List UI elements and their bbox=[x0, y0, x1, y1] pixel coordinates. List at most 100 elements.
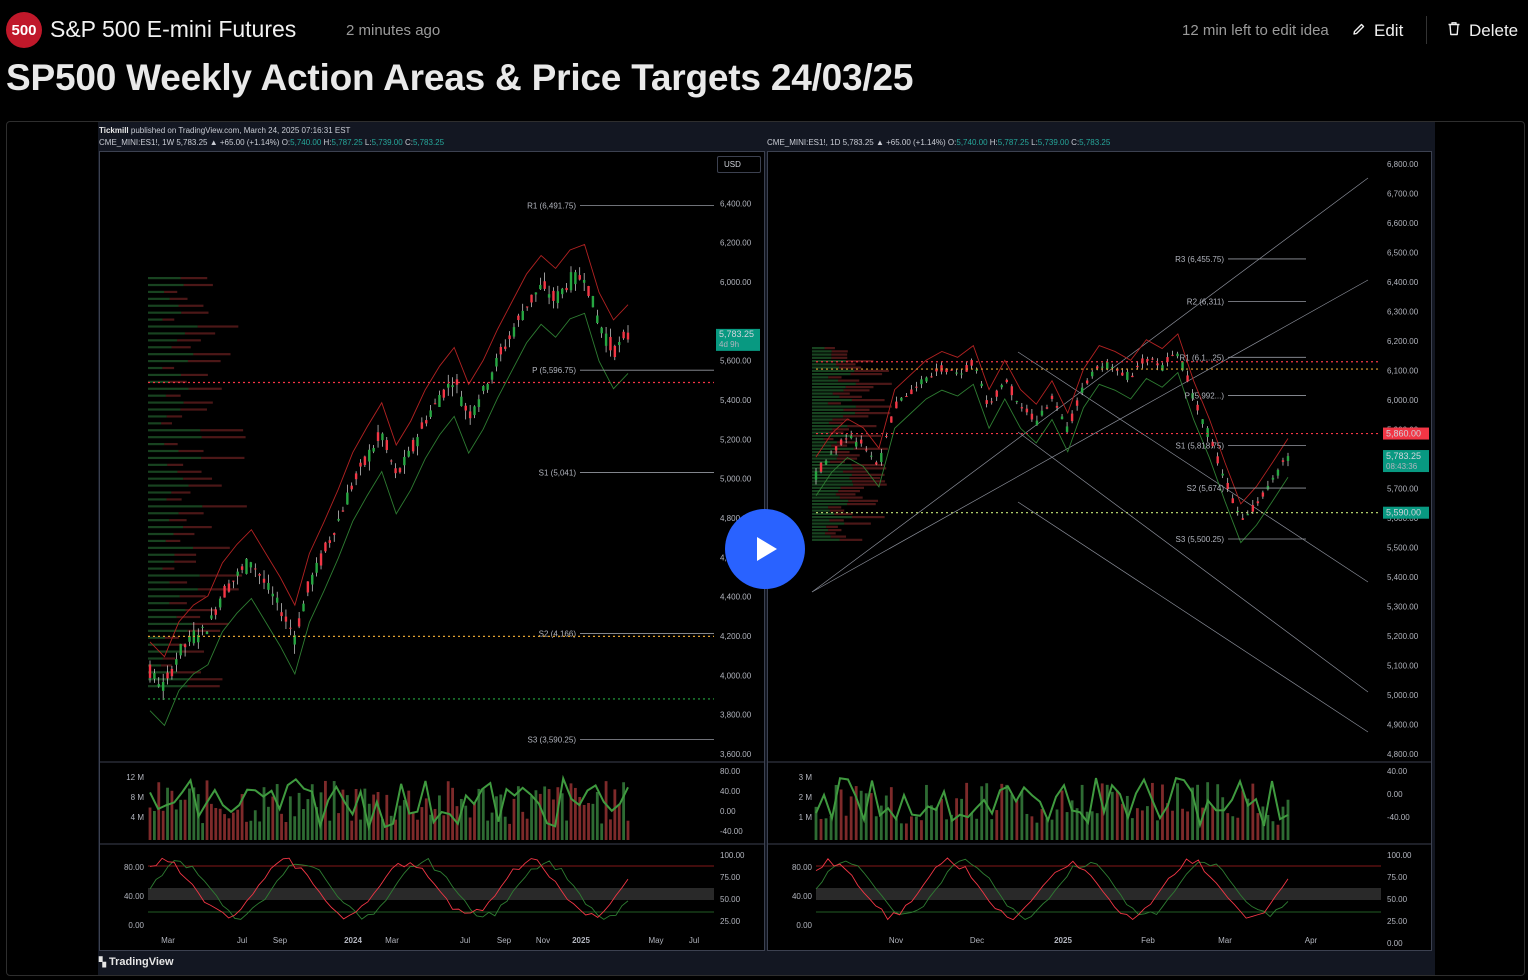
volume-bar bbox=[1080, 784, 1084, 840]
volume-bar bbox=[231, 812, 235, 840]
edit-label: Edit bbox=[1374, 21, 1404, 40]
stoch-right-tick-label: 25.00 bbox=[1387, 917, 1408, 926]
volume-profile-bar-down bbox=[180, 408, 207, 411]
x-axis-tick-label: Jul bbox=[689, 936, 699, 945]
candle-up bbox=[368, 449, 371, 462]
volume-profile-bar-up bbox=[812, 405, 856, 408]
volume-profile-bar-down bbox=[188, 387, 222, 390]
candle-down bbox=[565, 287, 568, 291]
symbol-name-link[interactable]: S&P 500 E-mini Futures bbox=[50, 16, 297, 42]
candle-down bbox=[332, 533, 336, 535]
volume-profile-bar-up bbox=[148, 643, 169, 646]
volume-profile-bar-up bbox=[812, 395, 840, 398]
volume-profile-bar-down bbox=[166, 415, 183, 418]
volume-bar bbox=[940, 798, 943, 840]
volume-profile-bar-up bbox=[812, 532, 826, 535]
candle-down bbox=[223, 585, 226, 598]
volume-bar bbox=[464, 805, 468, 840]
edit-button[interactable]: Edit bbox=[1352, 19, 1403, 43]
x-axis-tick-label: Sep bbox=[273, 936, 288, 945]
volume-profile-bar-down bbox=[171, 346, 191, 349]
volume-bar bbox=[495, 796, 498, 840]
candle-up bbox=[271, 593, 274, 597]
volume-profile-bar-down bbox=[200, 429, 244, 432]
candle-down bbox=[376, 432, 380, 442]
volume-bar bbox=[626, 820, 630, 840]
volume-profile-bar-up bbox=[812, 522, 845, 525]
volume-profile-bar-down bbox=[187, 360, 221, 363]
candle-down bbox=[433, 403, 437, 405]
volume-bar bbox=[376, 792, 380, 840]
volume-bar bbox=[945, 819, 948, 840]
x-axis-tick-label: Apr bbox=[1305, 936, 1318, 945]
volume-bar bbox=[960, 798, 964, 840]
symbol-logo[interactable]: 500 bbox=[6, 12, 42, 48]
volume-bar bbox=[814, 806, 818, 840]
volume-profile-bar-up bbox=[148, 567, 163, 570]
volume-bar bbox=[565, 820, 569, 840]
candle-up bbox=[1246, 514, 1250, 516]
volume-bar bbox=[591, 803, 595, 840]
left-legend-o-label: O: bbox=[281, 138, 291, 147]
pencil-icon bbox=[1352, 21, 1366, 41]
candle-up bbox=[960, 373, 963, 375]
volume-profile-bar-down bbox=[183, 526, 212, 529]
volume-bar bbox=[398, 805, 402, 840]
volume-profile-bar-down bbox=[828, 421, 843, 424]
volume-bar bbox=[192, 787, 196, 840]
price-tag-value: 5,590.00 bbox=[1386, 508, 1421, 518]
candle-down bbox=[166, 672, 169, 679]
x-axis-tick-label: 2025 bbox=[1054, 936, 1072, 945]
volume-profile-bar-down bbox=[850, 373, 883, 376]
right-legend-c: 5,783.25 bbox=[1079, 138, 1111, 147]
delete-button[interactable]: Delete bbox=[1447, 19, 1518, 43]
volume-profile-bar-up bbox=[812, 473, 852, 476]
candle-down bbox=[254, 568, 257, 570]
volume-profile-bar-up bbox=[812, 386, 846, 389]
volume-bar bbox=[174, 809, 178, 840]
volume-profile-bar-up bbox=[812, 428, 833, 431]
y-axis-tick-label: 5,500.00 bbox=[1387, 544, 1419, 553]
volume-bar bbox=[481, 789, 485, 840]
volume-bar bbox=[1156, 820, 1159, 840]
candle-down bbox=[328, 540, 331, 543]
volume-bar bbox=[573, 787, 577, 840]
candle-down bbox=[935, 368, 938, 372]
y-axis-tick-label: 5,600.00 bbox=[720, 357, 752, 366]
candle-down bbox=[587, 286, 590, 296]
volume-bar bbox=[359, 819, 362, 840]
candle-up bbox=[1000, 385, 1003, 388]
volume-bar bbox=[955, 798, 958, 840]
volume-profile-bar-up bbox=[812, 402, 828, 405]
volume-profile-bar-up bbox=[812, 516, 852, 519]
volume-bar bbox=[332, 781, 336, 840]
play-button[interactable] bbox=[725, 509, 805, 589]
volume-bar bbox=[1266, 814, 1270, 840]
candle-down bbox=[394, 468, 397, 474]
volume-profile-bar-up bbox=[812, 454, 839, 457]
candle-up bbox=[824, 460, 828, 465]
x-axis-tick-label: Mar bbox=[161, 936, 175, 945]
right-legend-o-label: O: bbox=[947, 138, 957, 147]
price-tag-countdown: 08:43:36 bbox=[1386, 462, 1418, 471]
volume-bar bbox=[166, 787, 169, 840]
candle-down bbox=[1030, 413, 1034, 420]
chart-image-frame[interactable]: Tickmill published on TradingView.com, M… bbox=[6, 121, 1525, 976]
right-legend-l: 5,739.00 bbox=[1037, 138, 1069, 147]
volume-profile-bar-up bbox=[148, 546, 194, 549]
volume-bar bbox=[262, 787, 266, 840]
volume-bar bbox=[950, 814, 953, 840]
candle-down bbox=[910, 389, 913, 395]
volume-bar bbox=[152, 810, 156, 840]
lower-band-line bbox=[149, 312, 629, 727]
y-axis-tick-label: 5,100.00 bbox=[1387, 662, 1419, 671]
volume-bar bbox=[275, 784, 279, 840]
volume-profile-bar-up bbox=[148, 484, 189, 487]
currency-button[interactable]: USD bbox=[717, 156, 761, 173]
volume-bar bbox=[310, 784, 314, 840]
volume-bar bbox=[381, 818, 384, 840]
candle-up bbox=[482, 386, 485, 391]
candle-down bbox=[839, 439, 843, 445]
volume-profile-bar-up bbox=[812, 353, 832, 356]
volume-bar bbox=[394, 819, 397, 840]
